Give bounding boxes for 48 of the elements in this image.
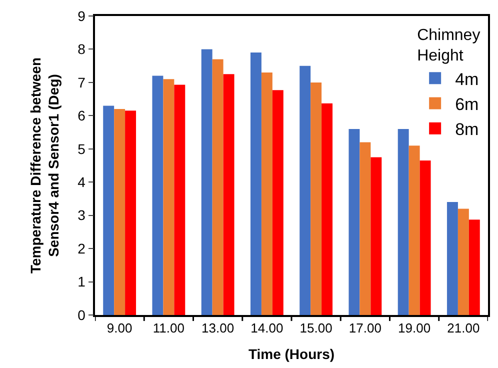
x-tick-label: 9.00	[106, 320, 132, 336]
y-tick-label: 8	[78, 41, 86, 58]
x-tick-label: 13.00	[202, 320, 234, 336]
y-tick-label: 3	[78, 207, 86, 224]
bar	[125, 110, 136, 315]
bar	[348, 128, 360, 315]
bar	[420, 160, 431, 315]
bar	[398, 128, 409, 315]
bar	[250, 52, 262, 315]
x-axis-title: Time (Hours)	[248, 346, 335, 362]
x-tick-label: 21.00	[447, 320, 480, 336]
legend-label: 8m	[455, 120, 479, 139]
x-tick-label: 11.00	[152, 320, 184, 336]
legend-label: 4m	[455, 70, 479, 89]
y-tick-label: 7	[78, 74, 86, 90]
y-tick-label: 4	[78, 174, 86, 190]
bar	[223, 74, 234, 315]
x-tick-label: 17.00	[348, 320, 382, 336]
bar	[152, 76, 164, 315]
y-tick-label: 2	[78, 240, 86, 256]
y-tick-label: 0	[78, 306, 86, 323]
bar	[103, 106, 114, 315]
bar	[408, 146, 420, 315]
x-tick-label: 14.00	[250, 320, 284, 336]
bar	[212, 59, 224, 315]
y-tick-label: 6	[78, 108, 86, 124]
bar	[310, 82, 322, 315]
y-tick-label: 5	[78, 140, 86, 157]
bar	[201, 49, 212, 315]
y-axis-title: Temperature Difference between Sensor4 and Sensor1 (Deg)	[28, 57, 62, 274]
bar	[163, 79, 174, 315]
x-tick-label: 19.00	[398, 320, 431, 336]
bar	[370, 157, 382, 315]
bar	[114, 109, 126, 315]
legend-title: Chimney Height	[417, 26, 480, 65]
y-tick-label: 9	[78, 8, 86, 24]
bar	[300, 66, 311, 315]
bar	[322, 103, 333, 315]
bar	[458, 208, 469, 315]
x-tick-label: 15.00	[300, 320, 332, 336]
bar	[174, 84, 186, 315]
y-tick-label: 1	[78, 274, 86, 290]
bar	[261, 72, 272, 315]
bar	[446, 202, 458, 315]
bar	[360, 142, 371, 315]
legend-label: 6m	[455, 94, 479, 114]
bar	[468, 220, 480, 315]
bar	[272, 90, 284, 315]
